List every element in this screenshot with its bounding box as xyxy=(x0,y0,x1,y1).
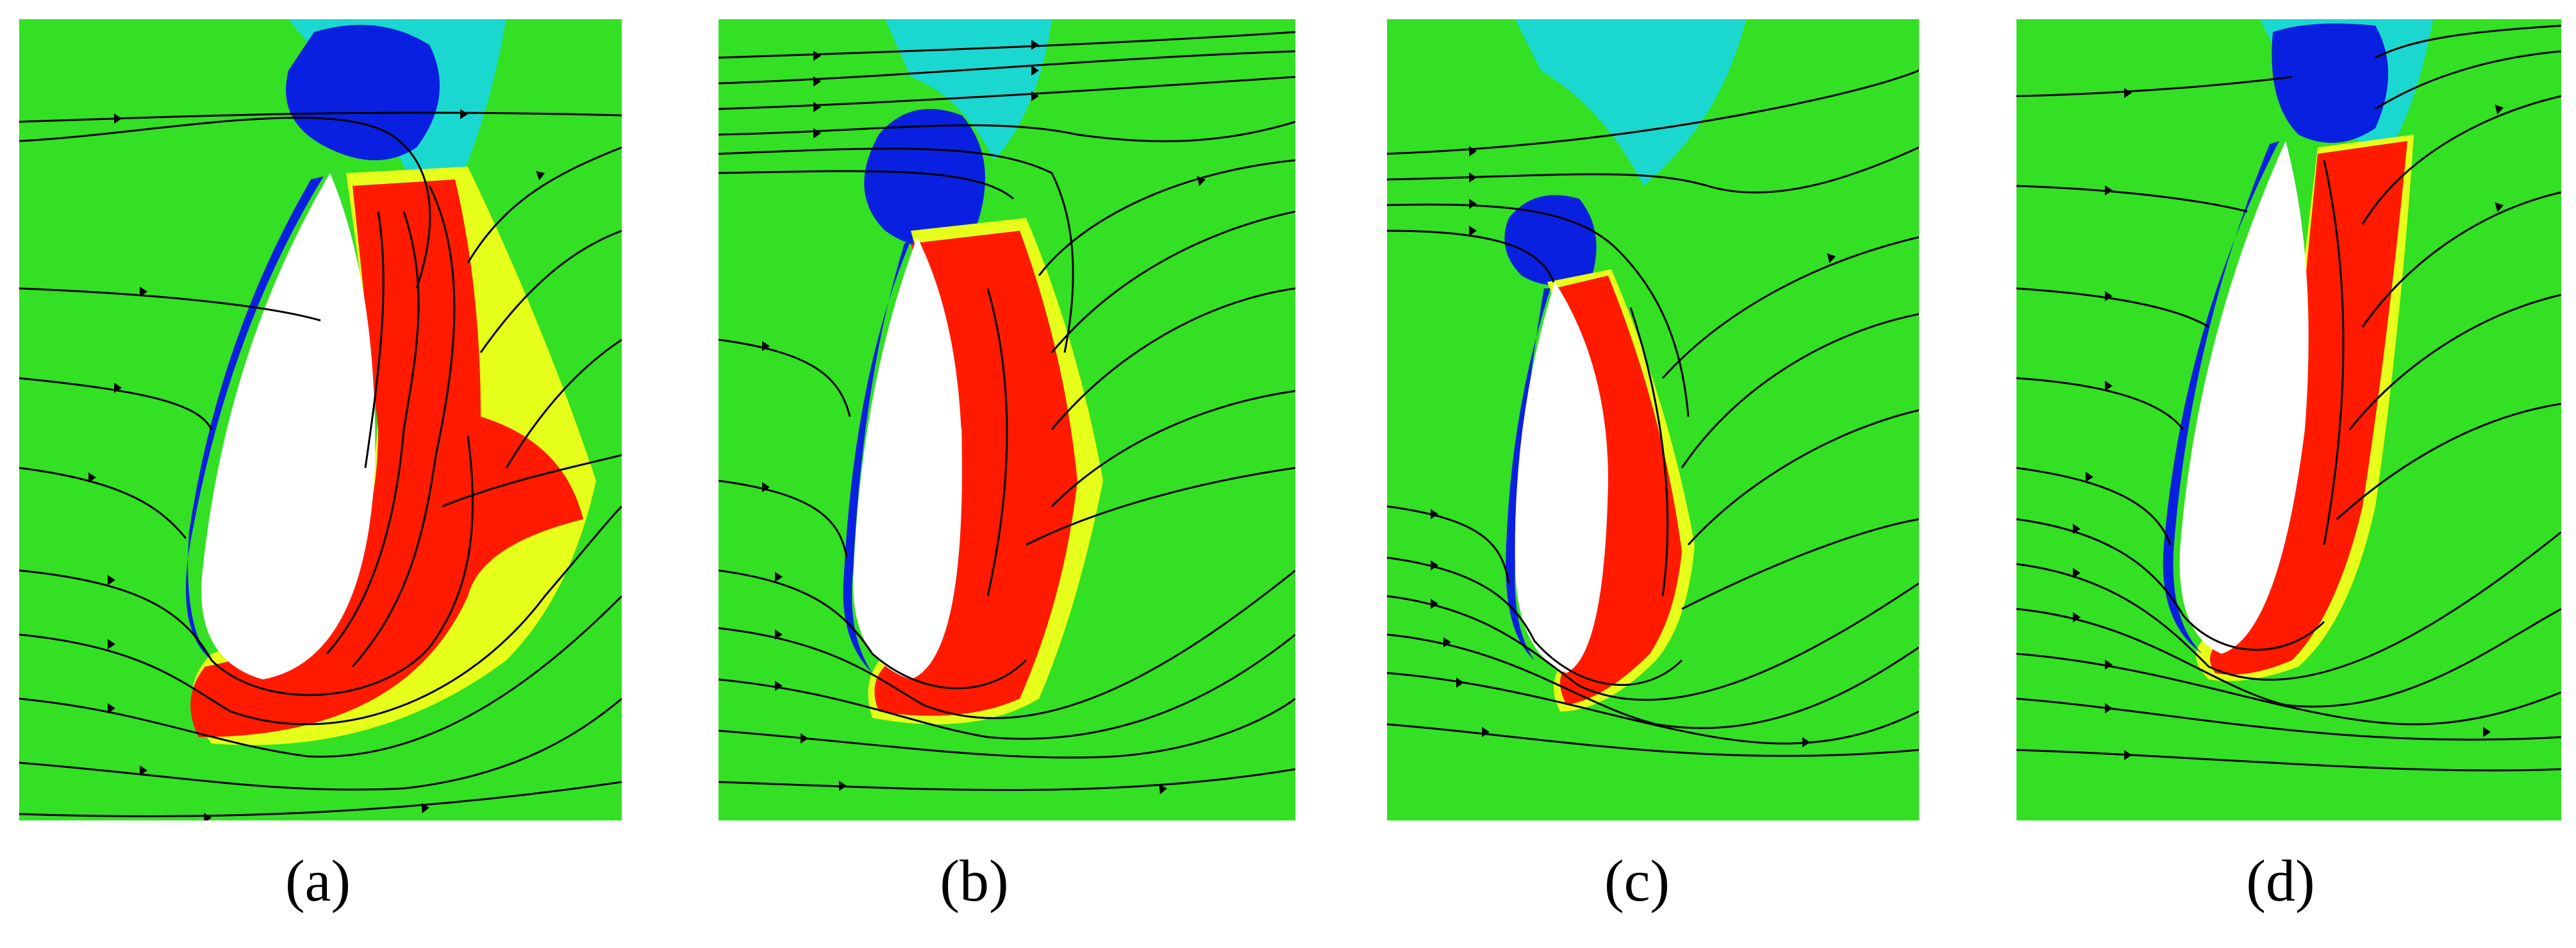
blade-profile xyxy=(201,173,376,679)
low-velocity-region xyxy=(864,109,985,247)
blade-profile xyxy=(2179,141,2309,654)
separation-region xyxy=(190,179,584,737)
blade-profile xyxy=(1515,282,1608,673)
separation-region xyxy=(874,231,1077,716)
cyan-region xyxy=(1515,19,1746,186)
panel-a-label: (a) xyxy=(285,848,351,913)
streamlines xyxy=(1387,69,1919,757)
blade-profile xyxy=(853,237,962,679)
streamlines xyxy=(719,31,1295,791)
contour-plot-b xyxy=(719,19,1295,820)
panel-c xyxy=(1387,19,1919,820)
streamlines xyxy=(2016,24,2561,772)
cyan-region xyxy=(885,19,1052,160)
pressure-side-boundary-layer xyxy=(186,176,324,660)
panel-c-label: (c) xyxy=(1604,848,1670,913)
low-velocity-region xyxy=(1504,195,1597,285)
streamlines xyxy=(19,112,622,817)
streamline-arrows xyxy=(88,109,545,820)
low-velocity-region xyxy=(286,24,440,160)
panel-d xyxy=(2016,19,2561,820)
panel-b-label: (b) xyxy=(940,848,1009,913)
panel-a xyxy=(19,19,622,820)
low-velocity-region xyxy=(2272,23,2388,143)
pressure-side-boundary-layer xyxy=(1506,288,1550,660)
separation-region xyxy=(2210,141,2407,675)
streamline-arrows xyxy=(2073,88,2504,760)
contour-plot-d xyxy=(2016,19,2561,820)
pressure-side-boundary-layer xyxy=(843,240,911,673)
contour-plot-c xyxy=(1387,19,1919,820)
streamline-arrows xyxy=(762,40,1206,795)
streamline-arrows xyxy=(1431,146,1836,747)
panel-d-label: (d) xyxy=(2246,848,2315,913)
panel-b xyxy=(719,19,1295,820)
contour-plot-a xyxy=(19,19,622,820)
